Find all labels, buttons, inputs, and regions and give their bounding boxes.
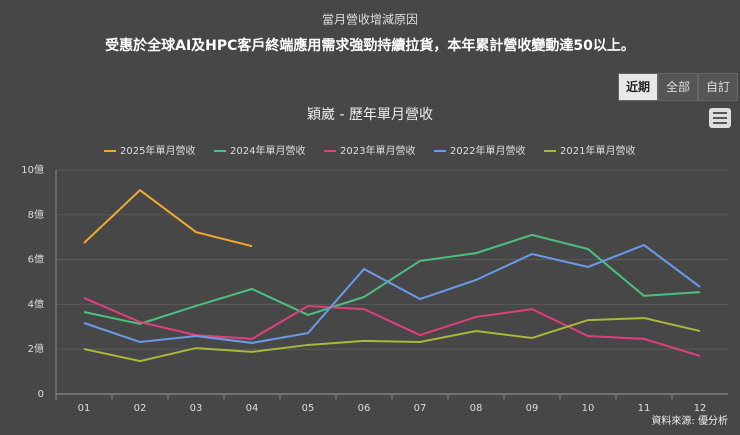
- x-tick-label: 07: [414, 403, 427, 414]
- y-tick-label: 10億: [21, 163, 44, 176]
- legend-label: 2021年單月營收: [560, 144, 635, 157]
- x-tick-label: 11: [638, 403, 651, 414]
- chart-title: 穎崴 - 歷年單月營收: [307, 107, 433, 123]
- x-tick-label: 01: [78, 403, 91, 414]
- series-line: [83, 233, 701, 325]
- series-line: [83, 243, 701, 344]
- x-tick-label: 08: [470, 403, 483, 414]
- y-tick-label: 2億: [28, 342, 44, 355]
- y-tick-label: 8億: [28, 208, 44, 221]
- series-line: [83, 296, 701, 357]
- x-tick-label: 02: [134, 403, 147, 414]
- x-tick-label: 12: [694, 403, 707, 414]
- legend-label: 2025年單月營收: [120, 144, 195, 157]
- x-tick-label: 05: [302, 403, 315, 414]
- range-button[interactable]: 全部: [658, 73, 698, 101]
- series-line: [83, 317, 701, 363]
- headline: 受惠於全球AI及HPC客戶終端應用需求強勁持續拉貨，本年累計營收變動達50以上。: [105, 37, 635, 54]
- x-tick-label: 06: [358, 403, 371, 414]
- y-tick-label: 6億: [28, 253, 44, 266]
- range-button[interactable]: 近期: [618, 73, 658, 101]
- x-tick-label: 09: [526, 403, 539, 414]
- y-tick-label: 4億: [28, 297, 44, 310]
- legend-label: 2022年單月營收: [450, 144, 525, 157]
- x-tick-label: 04: [246, 403, 259, 414]
- menu-icon[interactable]: [709, 108, 731, 128]
- series-line: [83, 188, 253, 248]
- legend-label: 2023年單月營收: [340, 144, 415, 157]
- x-tick-label: 03: [190, 403, 203, 414]
- range-button[interactable]: 自訂: [698, 73, 738, 101]
- source: 資料來源: 優分析: [651, 414, 728, 427]
- subtitle: 當月營收增減原因: [322, 12, 418, 27]
- x-tick-label: 10: [582, 403, 595, 414]
- y-tick-label: 0: [38, 389, 44, 400]
- legend-label: 2024年單月營收: [230, 144, 305, 157]
